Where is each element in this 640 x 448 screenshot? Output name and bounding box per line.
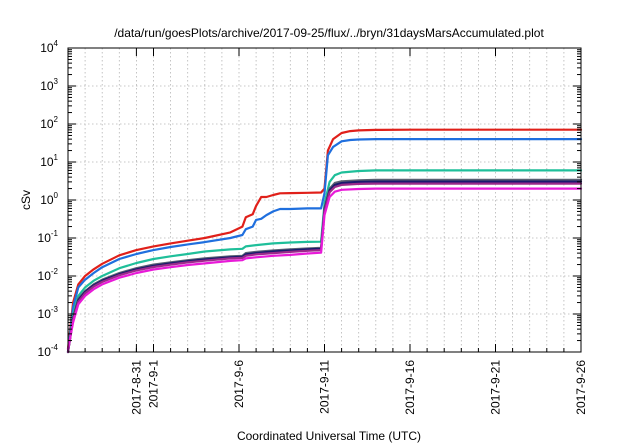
series-line-1 <box>66 128 583 351</box>
x-tick-label: 2017-9-6 <box>232 360 246 408</box>
data-series-group <box>66 128 583 354</box>
series-line-6 <box>66 182 583 354</box>
x-tick-label: 2017-8-31 <box>129 360 143 415</box>
y-tick-label: 10-4 <box>38 343 59 359</box>
x-tick-label: 2017-9-21 <box>489 360 503 415</box>
series-line-7 <box>66 187 583 351</box>
y-tick-label: 102 <box>40 115 58 131</box>
x-tick-label: 2017-9-16 <box>403 360 417 415</box>
series-line-3 <box>66 169 583 354</box>
y-tick-label: 10-1 <box>38 229 59 245</box>
x-tick-label: 2017-9-1 <box>147 360 161 408</box>
axis-ticks <box>68 47 582 353</box>
x-tick-label: 2017-9-11 <box>318 360 332 414</box>
y-tick-label: 10-2 <box>38 267 59 283</box>
y-tick-label: 100 <box>40 191 58 207</box>
chart-title: /data/run/goesPlots/archive/2017-09-25/f… <box>114 26 544 40</box>
y-axis-title: cSv <box>19 190 33 210</box>
y-axis-tick-labels: 10-4 10-3 10-2 10-1 100 101 102 103 104 <box>38 39 59 359</box>
y-tick-label: 10-3 <box>38 305 59 321</box>
y-tick-label: 101 <box>40 153 58 169</box>
x-axis-tick-labels: 2017-8-31 2017-9-1 2017-9-6 2017-9-11 2017-9… <box>129 360 588 415</box>
series-line-2 <box>66 138 583 354</box>
x-axis-title: Coordinated Universal Time (UTC) <box>237 429 421 443</box>
y-tick-label: 104 <box>40 39 58 55</box>
x-tick-label: 2017-9-26 <box>574 360 588 415</box>
y-tick-label: 103 <box>40 77 58 93</box>
